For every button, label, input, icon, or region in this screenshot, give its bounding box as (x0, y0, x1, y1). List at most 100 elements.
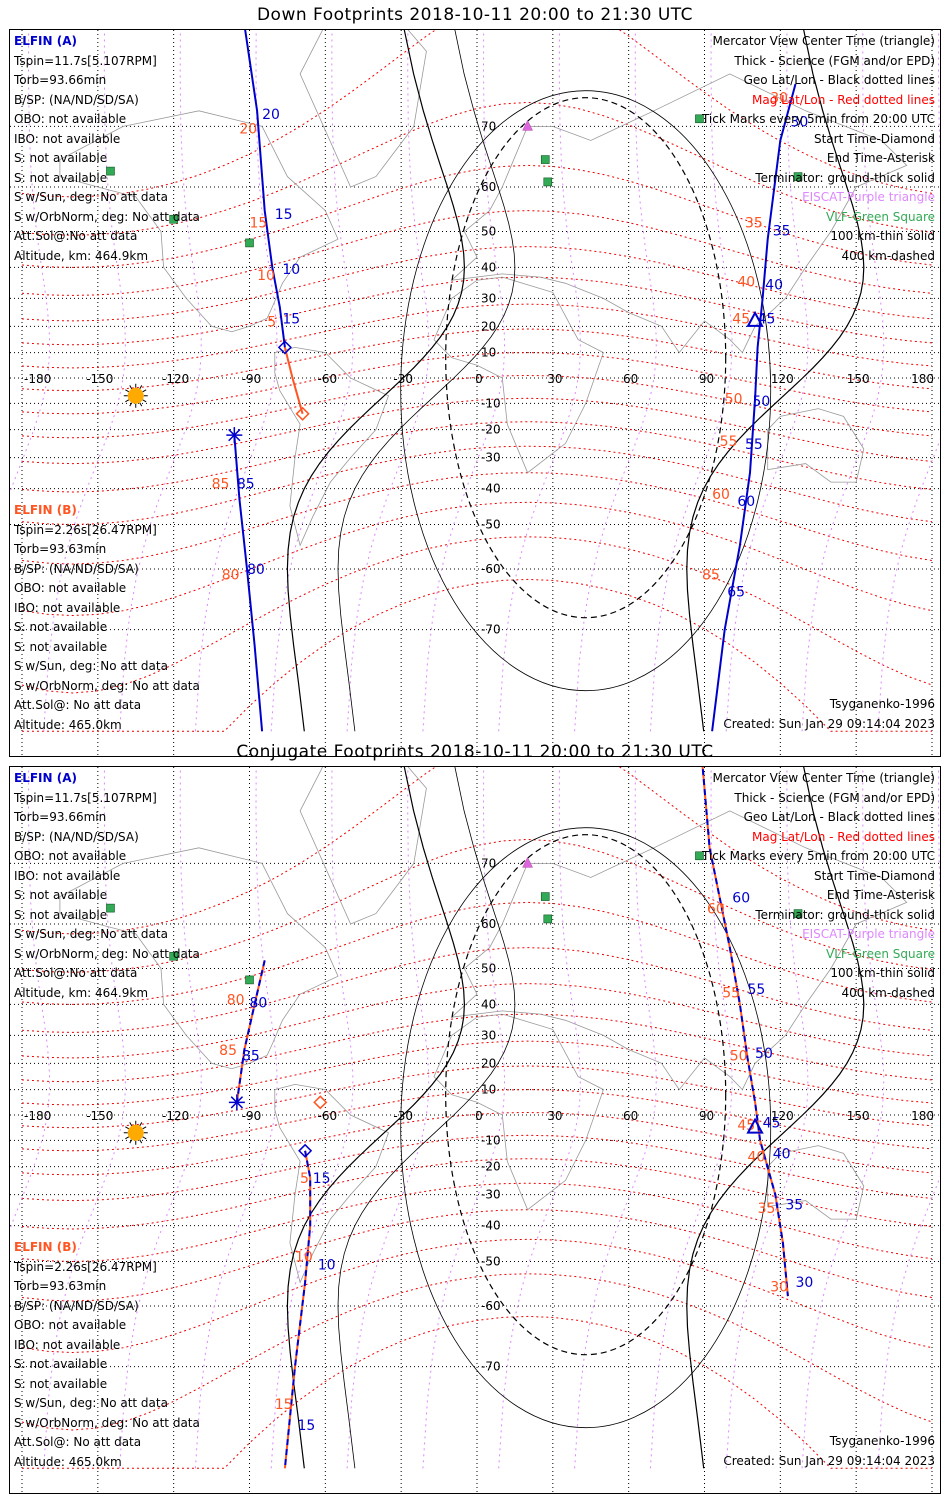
elfin-b-info: ELFIN (B) Tspin=2.26s[26.47RPM] Torb=93.6… (14, 501, 200, 735)
vlf-square (540, 155, 550, 164)
footprint-100km-oval (400, 827, 772, 1429)
longitude-label: 30 (547, 1109, 562, 1123)
legend-item: Tick Marks every 5min from 20:00 UTC (701, 112, 935, 126)
tick-mark-label: 50 (753, 394, 771, 410)
longitude-label: 0 (475, 1109, 483, 1123)
terminator-line (337, 30, 516, 732)
elfin-a-line: Tspin=11.7s[5.107RPM] (14, 53, 157, 68)
created-timestamp: Created: Sun Jan 29 09:14:04 2023 (723, 1454, 935, 1468)
mag-meridian-line (270, 767, 354, 1469)
sun-ray (139, 402, 143, 407)
sun-ray (125, 1136, 130, 1140)
continent-outline (767, 408, 865, 483)
legend-item: EISCAT-Purple triangle (802, 190, 935, 204)
legend-item: Mag Lat/Lon - Red dotted lines (751, 829, 935, 844)
footprint-100km-oval (400, 90, 772, 692)
tick-mark-label: 45 (732, 312, 750, 328)
mag-meridian-line (801, 30, 885, 732)
legend-item: Start Time-Diamond (813, 868, 935, 883)
elfin-b-line: IBO: not available (14, 600, 121, 615)
elfin-b-line: Altitude: 465.0km (14, 1454, 122, 1469)
tick-mark-label: 45 (737, 1118, 755, 1134)
longitude-label: -90 (242, 372, 262, 386)
sun-ray (142, 389, 147, 393)
mag-latitude-line (21, 983, 933, 1059)
tick-mark-label: 60 (737, 494, 755, 510)
latitude-label: -20 (481, 1160, 501, 1174)
tick-mark-label: 30 (790, 114, 808, 130)
elfin-a-line: Altitude, km: 464.9km (14, 248, 149, 263)
mag-latitude-line (21, 328, 933, 392)
tick-mark-label: 10 (295, 1250, 313, 1266)
conjugate-footprints-map: 80 80 85 85 5 15 10 10 15 15 60 60 55 55 50 50 45 45 40 40 3… (9, 766, 941, 1494)
mag-meridian-line (649, 30, 733, 732)
elfin-b-line: S: not available (14, 1357, 108, 1371)
tick-mark-label: 50 (725, 391, 743, 407)
vlf-square (543, 177, 553, 187)
tick-mark-label: 50 (730, 1049, 748, 1065)
tick-mark-label: 15 (275, 1397, 293, 1413)
vlf-square (169, 214, 178, 224)
continent-outline (433, 1013, 604, 1211)
vlf-square (169, 951, 178, 961)
tick-mark-label: 10 (282, 262, 300, 278)
continent-outline (450, 810, 908, 1091)
legend-item: Terminator: ground-thick solid (755, 170, 935, 185)
eiscat-triangle (522, 856, 533, 868)
elfin-b-line: S w/OrbNorm, deg: No att data (14, 678, 200, 693)
legend-item: End Time-Asterisk (826, 151, 935, 165)
tick-mark-label: 65 (727, 584, 745, 600)
tick-mark-label: 85 (702, 567, 720, 583)
legend-item: Geo Lat/Lon - Black dotted lines (743, 73, 935, 87)
longitude-label: -120 (162, 372, 189, 386)
legend-item: 400 km-dashed (841, 248, 935, 263)
tick-mark-label: 80 (250, 996, 268, 1012)
mag-meridian-line (119, 30, 202, 732)
elfin-b-track (233, 435, 264, 732)
legend-item: Mercator View Center Time (triangle) (712, 34, 935, 48)
legend-item: Tick Marks every 5min from 20:00 UTC (701, 849, 935, 863)
elfin-a-line: S w/Sun, deg: No att data (14, 927, 168, 941)
longitude-label: -180 (24, 372, 51, 386)
latitude-label: 70 (481, 119, 496, 133)
elfin-a-line: IBO: not available (14, 868, 121, 883)
elfin-a-line: S w/Sun, deg: No att data (14, 190, 168, 204)
elfin-a-conjugate-track (283, 1150, 312, 1469)
terminator-line (337, 767, 516, 1469)
continent-outline (450, 73, 908, 354)
longitude-label: 120 (771, 372, 794, 386)
vlf-square (695, 851, 704, 861)
mag-latitude-line (21, 767, 933, 935)
latitude-label: 70 (481, 856, 496, 870)
tick-mark-label: 30 (770, 90, 788, 106)
terminator-line (286, 767, 466, 1469)
mag-meridian-line (346, 30, 430, 732)
legend-item: Geo Lat/Lon - Black dotted lines (743, 810, 935, 824)
terminator-line (686, 30, 865, 732)
tick-mark-label: 60 (707, 902, 725, 918)
tick-mark-label: 15 (275, 207, 293, 223)
longitude-label: 180 (911, 1109, 934, 1123)
tick-mark-label: 40 (737, 274, 755, 290)
longitude-label: 90 (699, 372, 714, 386)
mag-latitude-line (21, 1209, 933, 1302)
mag-meridian-line (422, 30, 505, 732)
sun-ray (129, 385, 133, 390)
sun-ray (125, 399, 130, 403)
tick-mark-label: 80 (227, 992, 245, 1008)
elfin-a-science-track (283, 347, 304, 415)
continent-outline (299, 767, 427, 925)
end-time-asterisk (228, 428, 241, 442)
longitude-label: -180 (24, 1109, 51, 1123)
sun-ray (129, 1139, 133, 1144)
continent-outline (767, 1145, 865, 1220)
elfin-a-line: Att.Sol@:No att data (14, 229, 138, 243)
start-time-diamond (298, 1143, 313, 1158)
footprint-400km-oval (445, 97, 727, 619)
elfin-a-track (244, 30, 286, 348)
mag-latitude-line (21, 445, 933, 526)
elfin-b-line: S w/OrbNorm, deg: No att data (14, 1415, 200, 1430)
mag-meridian-line (194, 767, 278, 1469)
